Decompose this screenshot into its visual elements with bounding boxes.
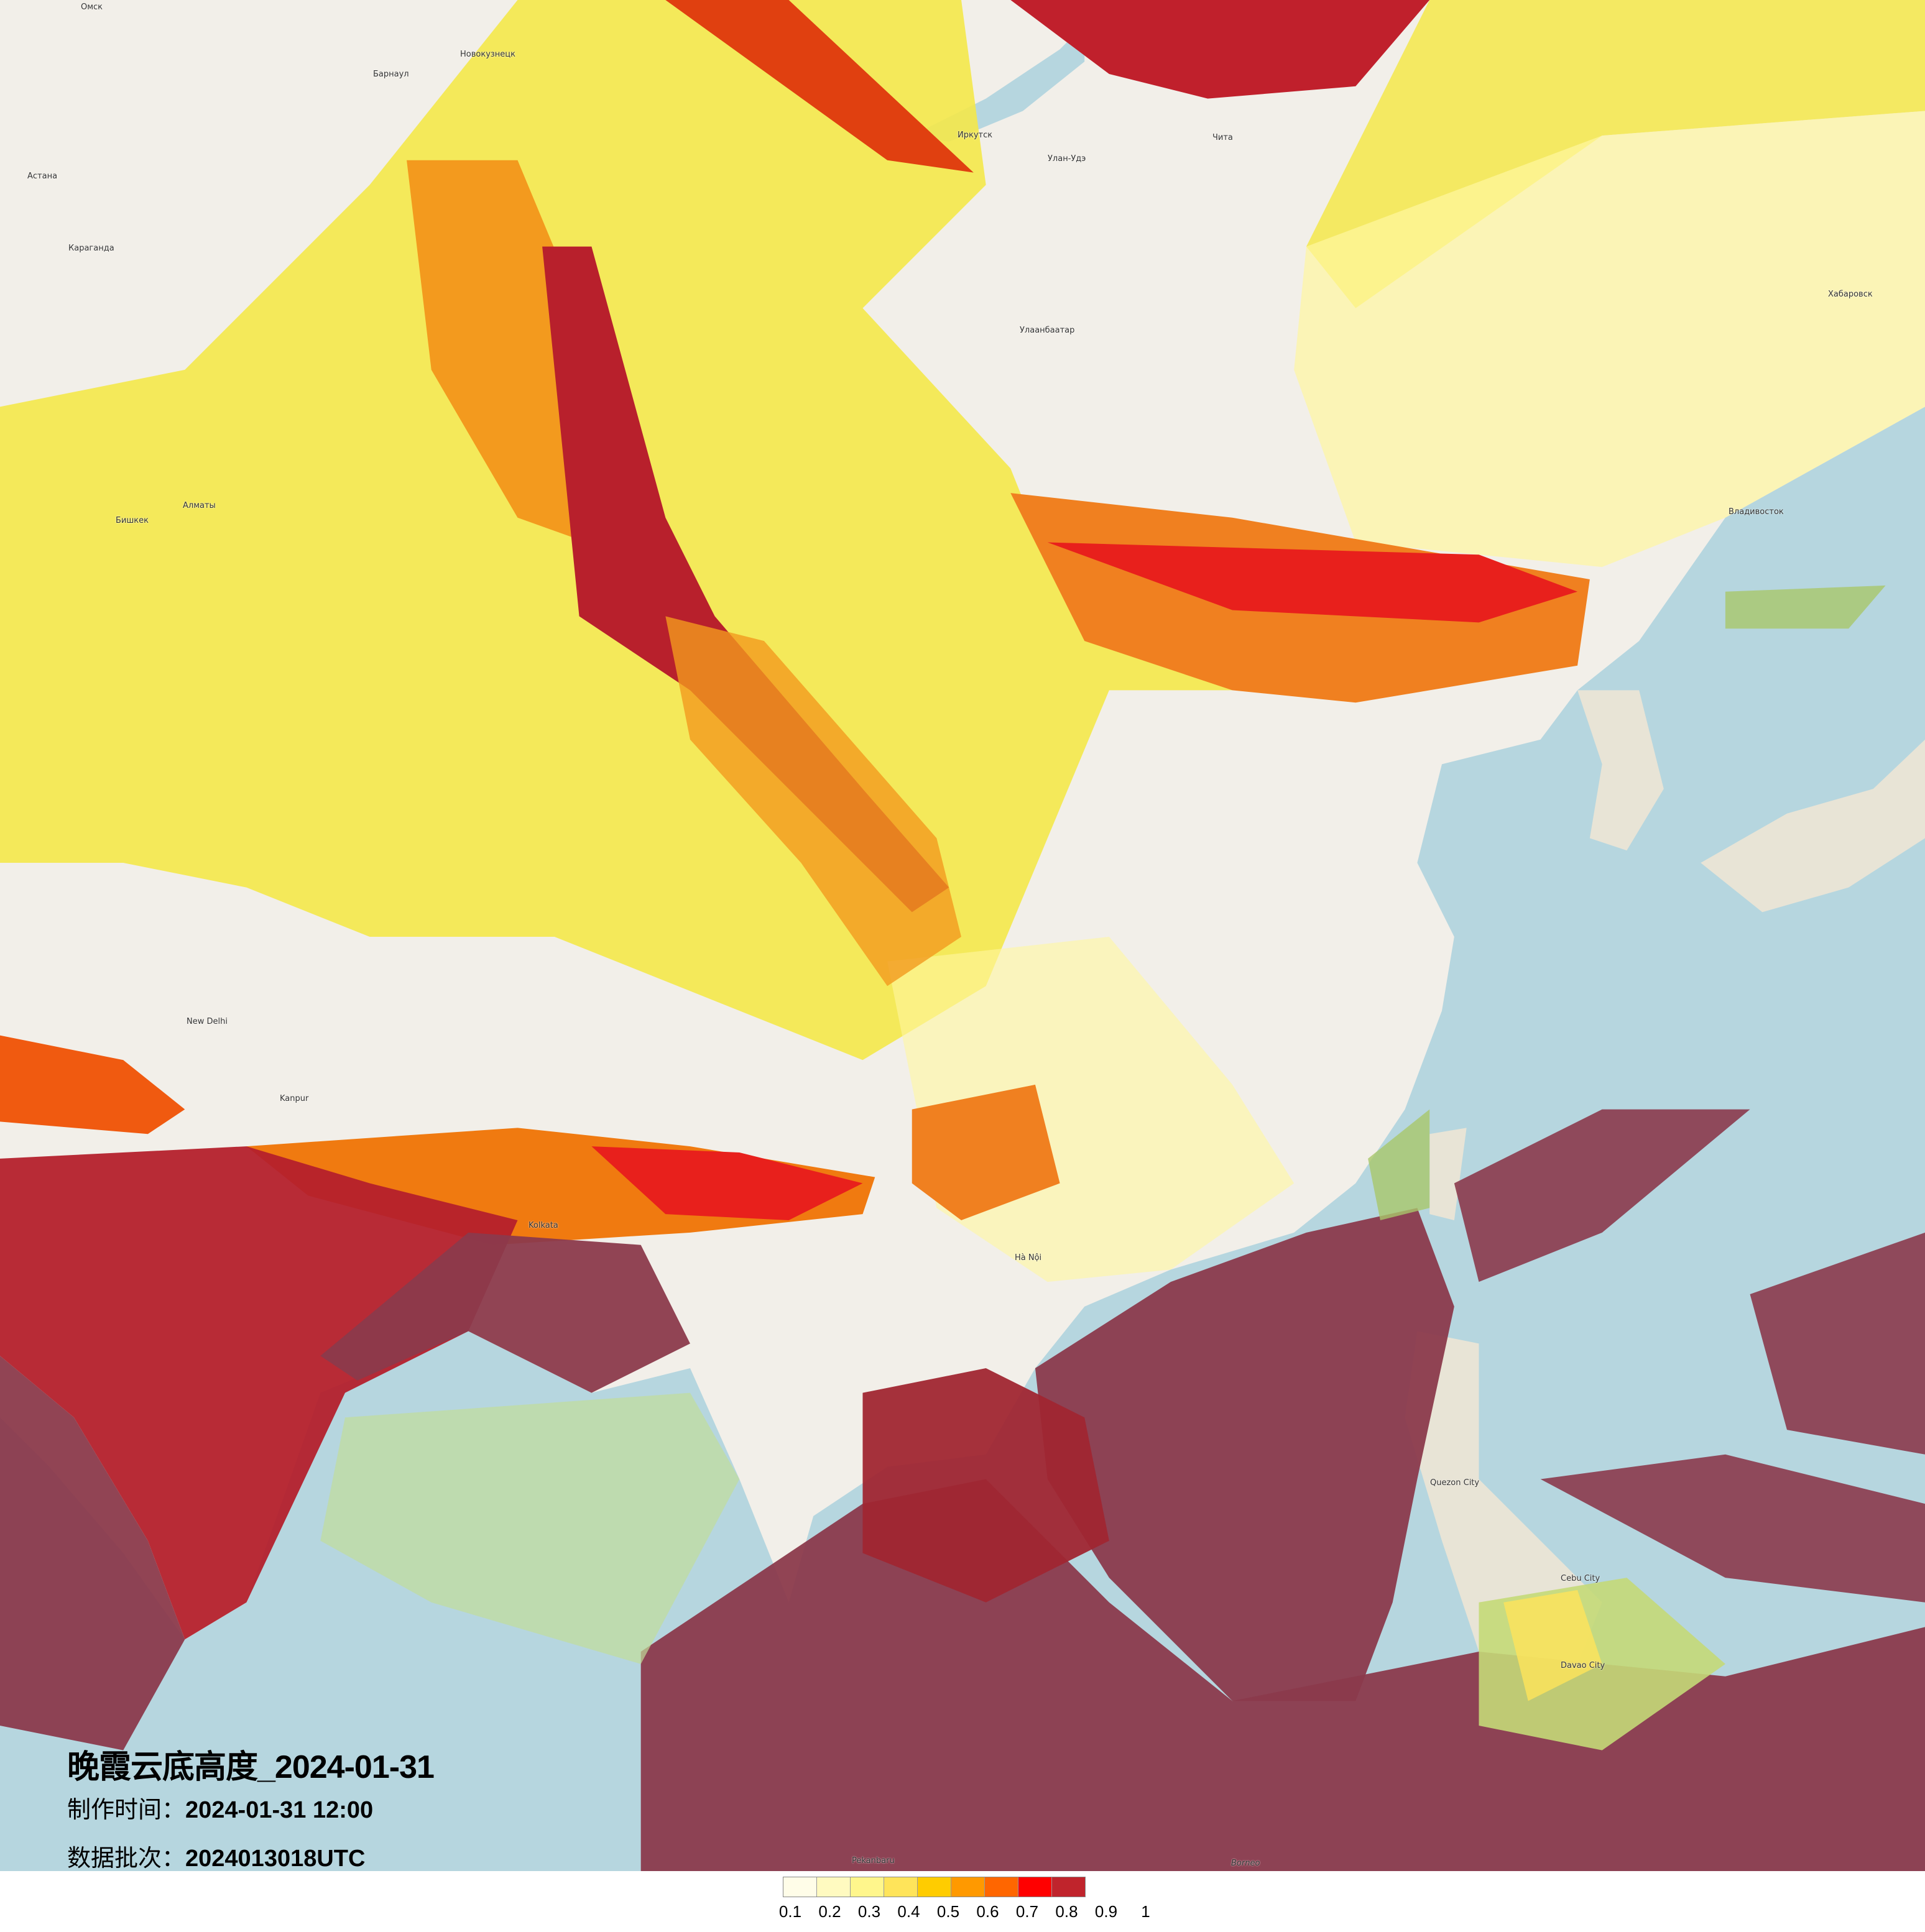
- maroon-southwest: [0, 1356, 185, 1750]
- color-legend: [783, 1877, 1086, 1897]
- cloud-map[interactable]: [0, 0, 1925, 1871]
- red-south-band: [591, 1146, 863, 1221]
- legend-swatch: [783, 1877, 817, 1897]
- place-label: Hà Nội: [1015, 1253, 1042, 1263]
- darkred-india: [0, 1146, 518, 1640]
- place-label: Новокузнецк: [460, 50, 516, 59]
- place-label: Владивосток: [1729, 507, 1784, 517]
- place-label: Иркутск: [958, 131, 993, 140]
- legend-swatch: [851, 1877, 884, 1897]
- place-label: Kolkata: [529, 1221, 558, 1230]
- place-label: Pekanbaru: [852, 1856, 895, 1865]
- data-batch-value: 2024013018UTC: [185, 1846, 366, 1872]
- legend-tick-label: 0.8: [1055, 1902, 1078, 1921]
- place-label: Бишкек: [116, 516, 149, 525]
- place-label: Quezon City: [1430, 1478, 1480, 1488]
- legend-tick-label: 0.4: [897, 1902, 920, 1921]
- place-label: Хабаровск: [1828, 290, 1873, 299]
- place-label: Borneo: [1231, 1859, 1260, 1868]
- legend-tick-label: 0.5: [936, 1902, 960, 1921]
- maroon-pacific-streaks: [1454, 1109, 1925, 1603]
- production-time: 制作时间：2024-01-31 12:00: [67, 1790, 373, 1824]
- place-label: Улан-Удэ: [1048, 154, 1086, 163]
- place-label: Чита: [1212, 133, 1233, 142]
- orange-south-china-patch: [912, 1084, 1060, 1221]
- light-yellow-northeast: [1294, 111, 1925, 568]
- maroon-south-china-sea: [1035, 1208, 1454, 1701]
- legend-tick-label: 1: [1141, 1902, 1150, 1921]
- legend-tick-label: 0.7: [1015, 1902, 1039, 1921]
- data-batch: 数据批次：2024013018UTC: [67, 1839, 365, 1873]
- place-label: Омск: [81, 2, 103, 12]
- place-label: Караганда: [68, 244, 114, 253]
- map-title: 晚霞云底高度_2024-01-31: [67, 1749, 435, 1785]
- legend-swatch: [985, 1877, 1018, 1897]
- legend-ticks: 0.1 0.2 0.3 0.4 0.5 0.6 0.7 0.8 0.9 1: [770, 1902, 1168, 1927]
- green-east-china-sea: [1368, 585, 1886, 1221]
- legend-swatch: [817, 1877, 851, 1897]
- legend-swatch: [1018, 1877, 1052, 1897]
- red-top-shard: [1010, 0, 1430, 99]
- place-label: Kanpur: [280, 1094, 309, 1103]
- place-label: Davao City: [1561, 1661, 1605, 1670]
- orange-top-shard: [665, 0, 974, 173]
- green-indian-ocean: [320, 1392, 740, 1664]
- maroon-indochina: [862, 1368, 1109, 1603]
- production-time-label: 制作时间：: [67, 1796, 186, 1823]
- taiwan-land: [1429, 1128, 1467, 1221]
- korea-land: [1577, 690, 1664, 851]
- legend-tick-label: 0.9: [1094, 1902, 1118, 1921]
- yellow-spots-philippines: [1503, 1589, 1602, 1701]
- legend-swatch: [1052, 1877, 1085, 1897]
- orange-diagonal-edge: [665, 616, 962, 987]
- legend-swatch: [884, 1877, 918, 1897]
- legend-swatch: [951, 1877, 985, 1897]
- place-label: Улаанбаатар: [1020, 326, 1075, 335]
- place-label: Алматы: [183, 501, 216, 510]
- place-label: Астана: [27, 172, 58, 181]
- place-label: Барнаул: [373, 70, 409, 79]
- maroon-bay-of-bengal: [320, 1232, 690, 1393]
- data-batch-label: 数据批次：: [67, 1844, 186, 1872]
- orange-west-patch: [0, 1035, 185, 1134]
- legend-tick-label: 0.6: [976, 1902, 999, 1921]
- production-time-value: 2024-01-31 12:00: [185, 1797, 374, 1823]
- place-label: New Delhi: [187, 1017, 228, 1026]
- japan-land: [1701, 739, 1925, 913]
- legend-tick-label: 0.1: [778, 1902, 802, 1921]
- legend-tick-label: 0.2: [818, 1902, 841, 1921]
- red-central-core: [1047, 542, 1578, 623]
- legend-swatch: [918, 1877, 951, 1897]
- place-label: Cebu City: [1561, 1574, 1600, 1583]
- legend-tick-label: 0.3: [857, 1902, 881, 1921]
